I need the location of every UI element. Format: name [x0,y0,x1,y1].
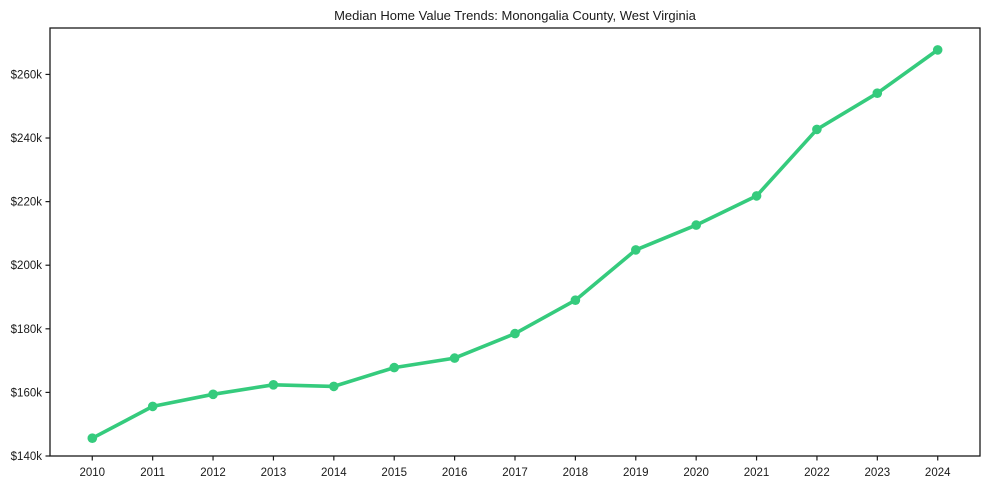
data-point-2014 [329,381,339,392]
x-tick-label: 2021 [744,467,770,479]
data-point-2023 [872,88,883,98]
y-tick-label: $180k [11,324,43,336]
trend-line-series [87,45,943,444]
x-tick-label: 2023 [865,467,891,479]
data-point-2024 [932,45,943,55]
x-tick-label: 2012 [200,467,226,479]
y-tick-label: $220k [11,197,43,209]
data-point-2011 [147,401,158,412]
x-tick-label: 2011 [140,467,165,479]
y-tick-label: $240k [11,133,43,145]
data-point-2013 [268,380,279,390]
x-tick-label: 2019 [623,467,649,479]
data-point-2022 [812,124,822,135]
x-tick-label: 2018 [563,467,589,479]
data-point-2010 [87,433,98,444]
axes-layer: $140k $160k $180k $200k $220k $240k $260k 2010 2… [11,27,981,479]
y-tick-label: $140k [11,451,43,463]
data-point-2017 [510,328,520,339]
x-tick-label: 2013 [261,467,287,479]
x-tick-label: 2017 [502,467,528,479]
data-point-2012 [208,389,218,400]
data-point-2020 [691,220,701,230]
data-point-2019 [631,245,641,255]
y-tick-label: $260k [11,69,43,81]
x-tick-label: 2024 [925,467,951,479]
x-tick-label: 2010 [79,467,105,479]
x-tick-label: 2014 [321,467,347,479]
y-tick-label: $200k [11,260,43,272]
y-tick-label: $160k [11,387,43,399]
plot-border [49,27,981,457]
trend-line [90,48,940,441]
x-tick-label: 2020 [683,467,709,479]
data-point-2021 [751,191,762,201]
data-point-2015 [389,362,400,373]
x-tick-label: 2015 [381,467,407,479]
data-point-2018 [570,295,581,306]
x-tick-label: 2022 [804,467,830,479]
chart-title: Median Home Value Trends: Monongalia Cou… [334,8,697,23]
x-tick-label: 2016 [442,467,468,479]
data-point-2016 [449,353,460,363]
